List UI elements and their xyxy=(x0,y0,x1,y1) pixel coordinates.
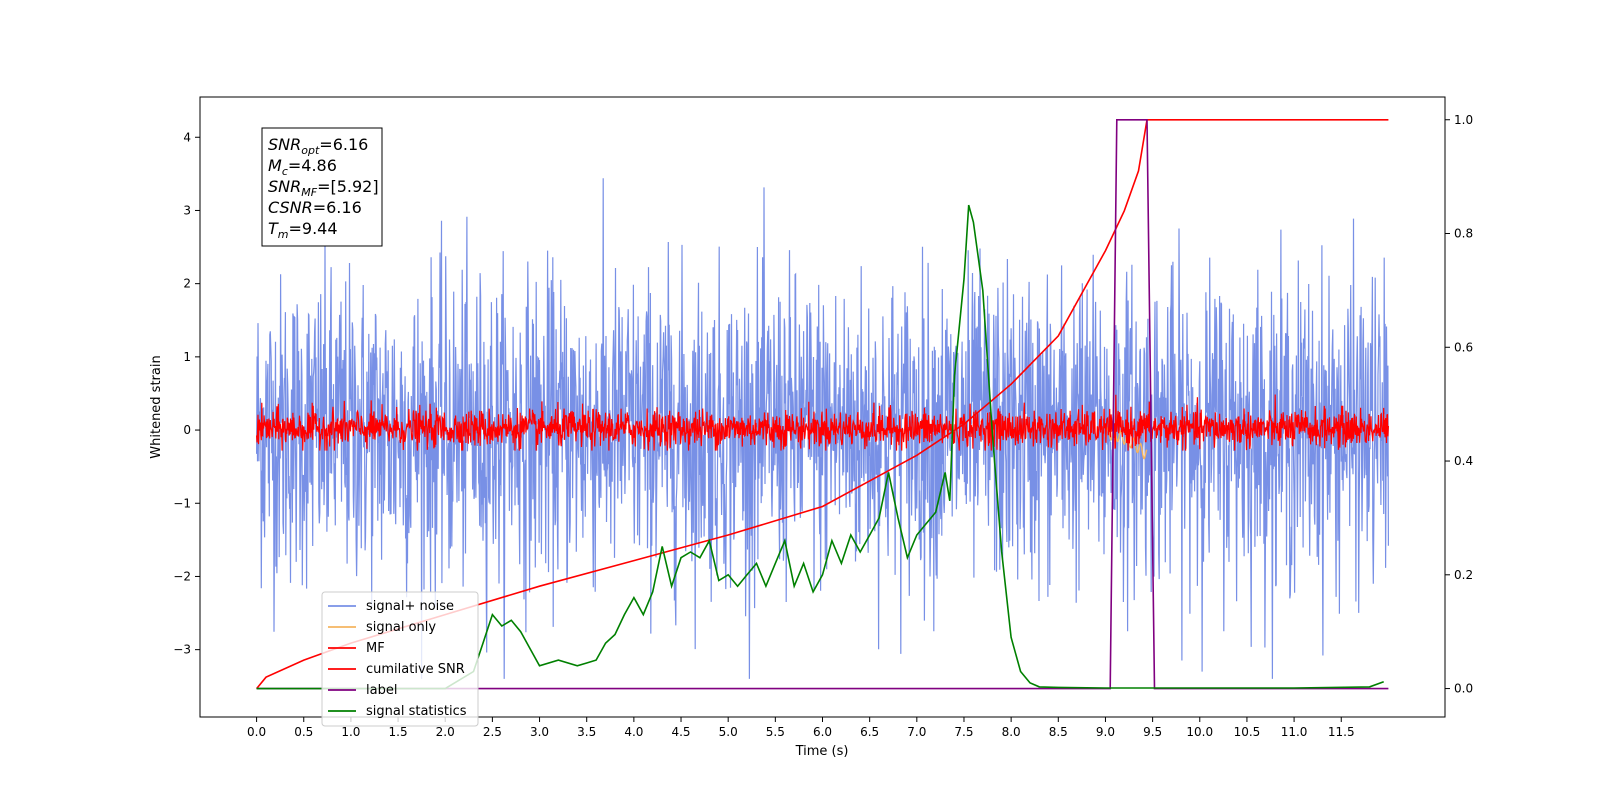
annotation-value: =4.86 xyxy=(288,156,337,175)
left-y-tick-label: −2 xyxy=(173,569,191,583)
legend-label: signal+ noise xyxy=(366,599,454,614)
annotation-line: Tm=9.44 xyxy=(268,219,338,241)
x-tick-label: 10.5 xyxy=(1234,725,1261,739)
annotation-value: =6.16 xyxy=(313,198,362,217)
annotation-subscript: opt xyxy=(301,144,320,157)
x-axis-ticks: 0.0 0.5 1.0 1.5 2.0 2.5 3.0 3.5 4.0 4.5 5.0 5.5 6.0 6… xyxy=(247,717,1355,739)
annotation-subscript: MF xyxy=(301,186,317,199)
series-mf xyxy=(256,394,1389,451)
x-tick-label: 11.5 xyxy=(1328,725,1355,739)
legend-label: MF xyxy=(366,641,385,656)
annotation-symbol: M xyxy=(268,156,282,175)
left-y-tick-label: 4 xyxy=(183,130,191,144)
annotation-value: =9.44 xyxy=(289,219,338,238)
annotation-symbol: SNR xyxy=(268,177,301,196)
x-tick-label: 7.0 xyxy=(907,725,926,739)
annotation-line: SNRMF=[5.92] xyxy=(268,177,379,199)
left-y-axis-ticks: 4 3 2 1 0 −1 −2 −3 xyxy=(173,130,200,657)
right-y-tick-label: 0.2 xyxy=(1454,568,1473,582)
legend-label: cumilative SNR xyxy=(366,662,465,677)
right-y-tick-label: 0.6 xyxy=(1454,340,1473,354)
x-tick-label: 8.5 xyxy=(1049,725,1068,739)
x-tick-label: 3.5 xyxy=(577,725,596,739)
series-signal-plus-noise xyxy=(256,178,1389,679)
x-tick-label: 1.0 xyxy=(341,725,360,739)
annotation-value: =6.16 xyxy=(319,135,368,154)
left-y-tick-label: −1 xyxy=(173,496,191,510)
annotation-line: Mc=4.86 xyxy=(268,156,337,178)
x-tick-label: 6.0 xyxy=(813,725,832,739)
x-tick-label: 5.5 xyxy=(766,725,785,739)
left-y-tick-label: 0 xyxy=(183,423,191,437)
x-tick-label: 8.0 xyxy=(1002,725,1021,739)
x-tick-label: 0.0 xyxy=(247,725,266,739)
right-y-axis-ticks: 1.0 0.8 0.6 0.4 0.2 0.0 xyxy=(1445,113,1473,696)
legend-label: label xyxy=(366,683,397,698)
x-tick-label: 4.5 xyxy=(671,725,690,739)
annotation-symbol: SNR xyxy=(268,135,301,154)
annotation-line: SNRopt=6.16 xyxy=(268,135,368,157)
series-signal-statistics xyxy=(256,204,1384,690)
x-tick-label: 1.5 xyxy=(389,725,408,739)
y-axis-label: Whitened strain xyxy=(149,355,164,458)
metrics-annotation-box: SNRopt=6.16Mc=4.86SNRMF=[5.92]CSNR=6.16T… xyxy=(261,127,383,247)
x-tick-label: 0.5 xyxy=(294,725,313,739)
annotation-frame xyxy=(261,127,383,247)
x-tick-label: 2.5 xyxy=(483,725,502,739)
annotation-symbol: CSNR xyxy=(268,198,313,217)
annotation-symbol: T xyxy=(268,219,279,238)
annotation-subscript: m xyxy=(278,228,289,241)
right-y-tick-label: 1.0 xyxy=(1454,113,1473,127)
annotation-subscript: c xyxy=(282,165,288,178)
x-axis-label: Time (s) xyxy=(795,744,849,759)
legend: signal+ noise signal only MF cumilative SNR… xyxy=(321,591,479,727)
annotation-line: CSNR=6.16 xyxy=(268,198,362,217)
x-tick-label: 10.0 xyxy=(1186,725,1213,739)
right-y-tick-label: 0.8 xyxy=(1454,227,1473,241)
left-y-tick-label: 2 xyxy=(183,277,191,291)
x-tick-label: 4.0 xyxy=(624,725,643,739)
x-tick-label: 11.0 xyxy=(1281,725,1308,739)
x-tick-label: 7.5 xyxy=(954,725,973,739)
legend-frame xyxy=(321,591,479,727)
x-tick-label: 9.5 xyxy=(1143,725,1162,739)
x-tick-label: 2.0 xyxy=(436,725,455,739)
legend-label: signal statistics xyxy=(366,704,467,719)
left-y-tick-label: 3 xyxy=(183,203,191,217)
right-y-tick-label: 0.4 xyxy=(1454,454,1473,468)
annotation-value: =[5.92] xyxy=(317,177,379,196)
x-tick-label: 9.0 xyxy=(1096,725,1115,739)
x-tick-label: 3.0 xyxy=(530,725,549,739)
right-y-tick-label: 0.0 xyxy=(1454,682,1473,696)
left-y-tick-label: −3 xyxy=(173,643,191,657)
x-tick-label: 6.5 xyxy=(860,725,879,739)
x-tick-label: 5.0 xyxy=(719,725,738,739)
legend-label: signal only xyxy=(366,620,436,635)
left-y-tick-label: 1 xyxy=(183,350,191,364)
